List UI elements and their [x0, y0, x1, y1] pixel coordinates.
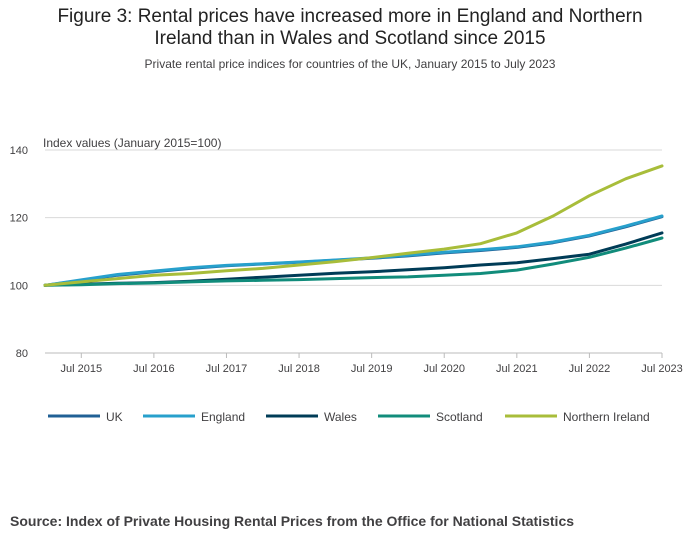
x-tick-label: Jul 2022: [569, 363, 611, 375]
x-tick-label: Jul 2021: [496, 363, 538, 375]
x-tick-label: Jul 2015: [60, 363, 102, 375]
chart-title: Figure 3: Rental prices have increased m…: [0, 6, 700, 50]
y-tick-label: 140: [10, 145, 28, 157]
x-tick-label: Jul 2023: [641, 363, 683, 375]
series-line-northern-ireland: [43, 164, 664, 287]
chart-title-line-1: Figure 3: Rental prices have increased m…: [57, 6, 643, 27]
legend-label-scotland: Scotland: [436, 410, 483, 424]
legend-label-northern-ireland: Northern Ireland: [563, 410, 650, 424]
source-note: Source: Index of Private Housing Rental …: [10, 513, 575, 529]
chart-subtitle: Private rental price indices for countri…: [144, 57, 556, 71]
series-line-uk: [43, 215, 664, 287]
series-line-england: [43, 214, 664, 287]
x-tick-label: Jul 2016: [133, 363, 175, 375]
x-tick-label: Jul 2019: [351, 363, 393, 375]
y-tick-label: 80: [16, 348, 28, 360]
x-tick-label: Jul 2017: [206, 363, 248, 375]
y-tick-label: 100: [10, 280, 28, 292]
legend-label-wales: Wales: [324, 410, 357, 424]
series-line-scotland: [43, 236, 664, 287]
legend-label-uk: UK: [106, 410, 123, 424]
legend-label-england: England: [201, 410, 245, 424]
x-tick-label: Jul 2018: [278, 363, 320, 375]
chart-title-line-2: Ireland than in Wales and Scotland since…: [154, 28, 546, 49]
line-chart: Index values (January 2015=100) 80 100 120…: [10, 136, 683, 424]
y-tick-label: 120: [10, 213, 28, 225]
y-axis-label: Index values (January 2015=100): [43, 136, 221, 150]
x-tick-label: Jul 2020: [423, 363, 465, 375]
